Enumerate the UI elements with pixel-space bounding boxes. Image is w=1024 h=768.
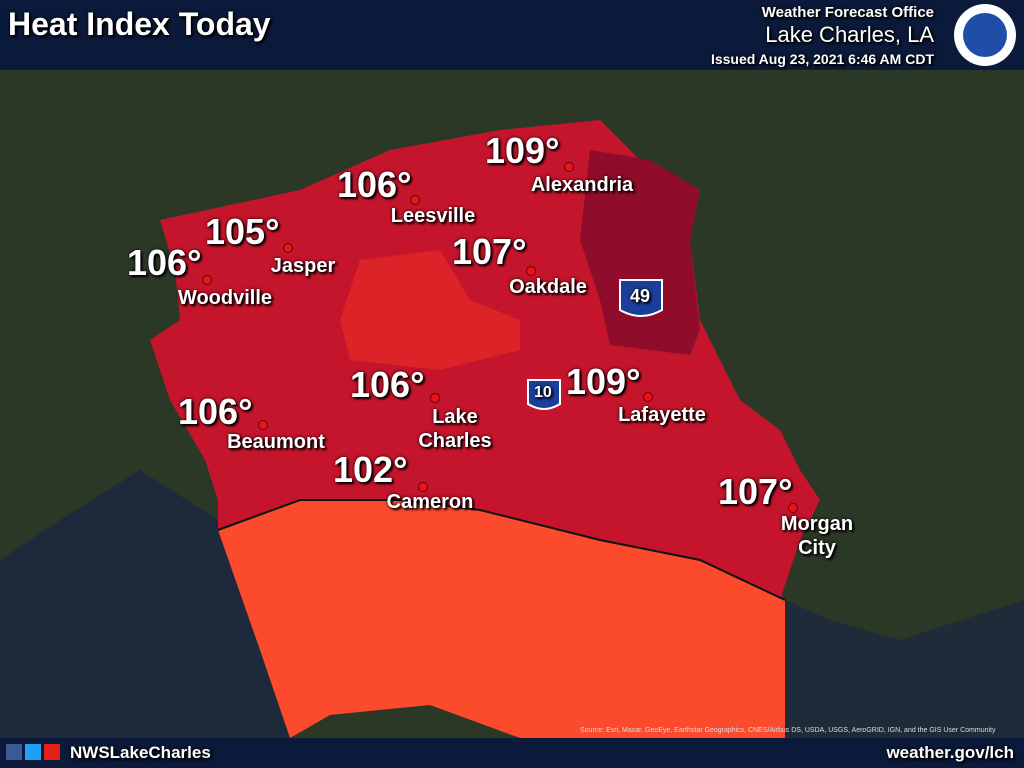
city-temp: 109° — [485, 130, 560, 171]
heat-region-high — [580, 150, 700, 355]
header-bar — [0, 0, 1024, 70]
location: Lake Charles, LA — [765, 22, 934, 47]
city-dot — [418, 482, 428, 492]
city-name: Morgan City — [780, 513, 854, 559]
city-dot — [283, 243, 293, 253]
icon — [25, 744, 41, 760]
city-name: Lafayette — [618, 404, 706, 426]
city-dot — [788, 503, 798, 513]
icon — [6, 744, 22, 760]
city-name: Oakdale — [509, 276, 587, 298]
city-temp: 107° — [452, 231, 527, 272]
city-dot — [410, 195, 420, 205]
icon — [44, 744, 60, 760]
city-name: Jasper — [270, 255, 336, 277]
city-dot — [430, 393, 440, 403]
city-temp: 106° — [178, 391, 253, 432]
city-name: Cameron — [386, 491, 474, 513]
city-dot — [643, 392, 653, 402]
website[interactable]: weather.gov/lch — [886, 743, 1014, 762]
city-dot — [258, 420, 268, 430]
shield-label: 10 — [534, 384, 552, 401]
city-name: Leesville — [390, 205, 476, 227]
issued: Issued Aug 23, 2021 6:46 AM CDT — [710, 51, 934, 67]
office: Weather Forecast Office — [761, 4, 934, 21]
gulf-west — [0, 470, 290, 738]
handle[interactable]: NWSLakeCharles — [70, 743, 211, 762]
city-dot — [202, 275, 212, 285]
city-name: Woodville — [177, 287, 273, 309]
heat-region-low — [340, 250, 520, 370]
coastline — [217, 499, 786, 601]
shield-label: 49 — [630, 286, 651, 306]
title: Heat Index Today — [8, 6, 271, 42]
source: Source: Esri, Maxar, GeoEye, Earthstar G… — [580, 727, 996, 734]
footer-bar — [0, 738, 1024, 768]
city-temp: 109° — [566, 361, 641, 402]
city-temp: 105° — [205, 211, 280, 252]
gulf-heat — [218, 500, 785, 738]
interstate-shield — [527, 379, 561, 410]
city-temp: 107° — [718, 471, 793, 512]
city-dot — [564, 162, 574, 172]
city-temp: 106° — [350, 364, 425, 405]
social-icons — [6, 744, 60, 760]
city-name: Alexandria — [530, 174, 634, 196]
city-name: Beaumont — [227, 431, 325, 453]
city-temp: 106° — [337, 164, 412, 205]
city-temp: 102° — [333, 449, 408, 490]
gulf-east — [785, 600, 1024, 738]
nws-logo-inner — [963, 13, 1007, 57]
city-name: Lake Charles — [418, 406, 492, 452]
interstate-shield — [619, 279, 663, 317]
city-temp: 106° — [127, 242, 202, 283]
city-dot — [526, 266, 536, 276]
